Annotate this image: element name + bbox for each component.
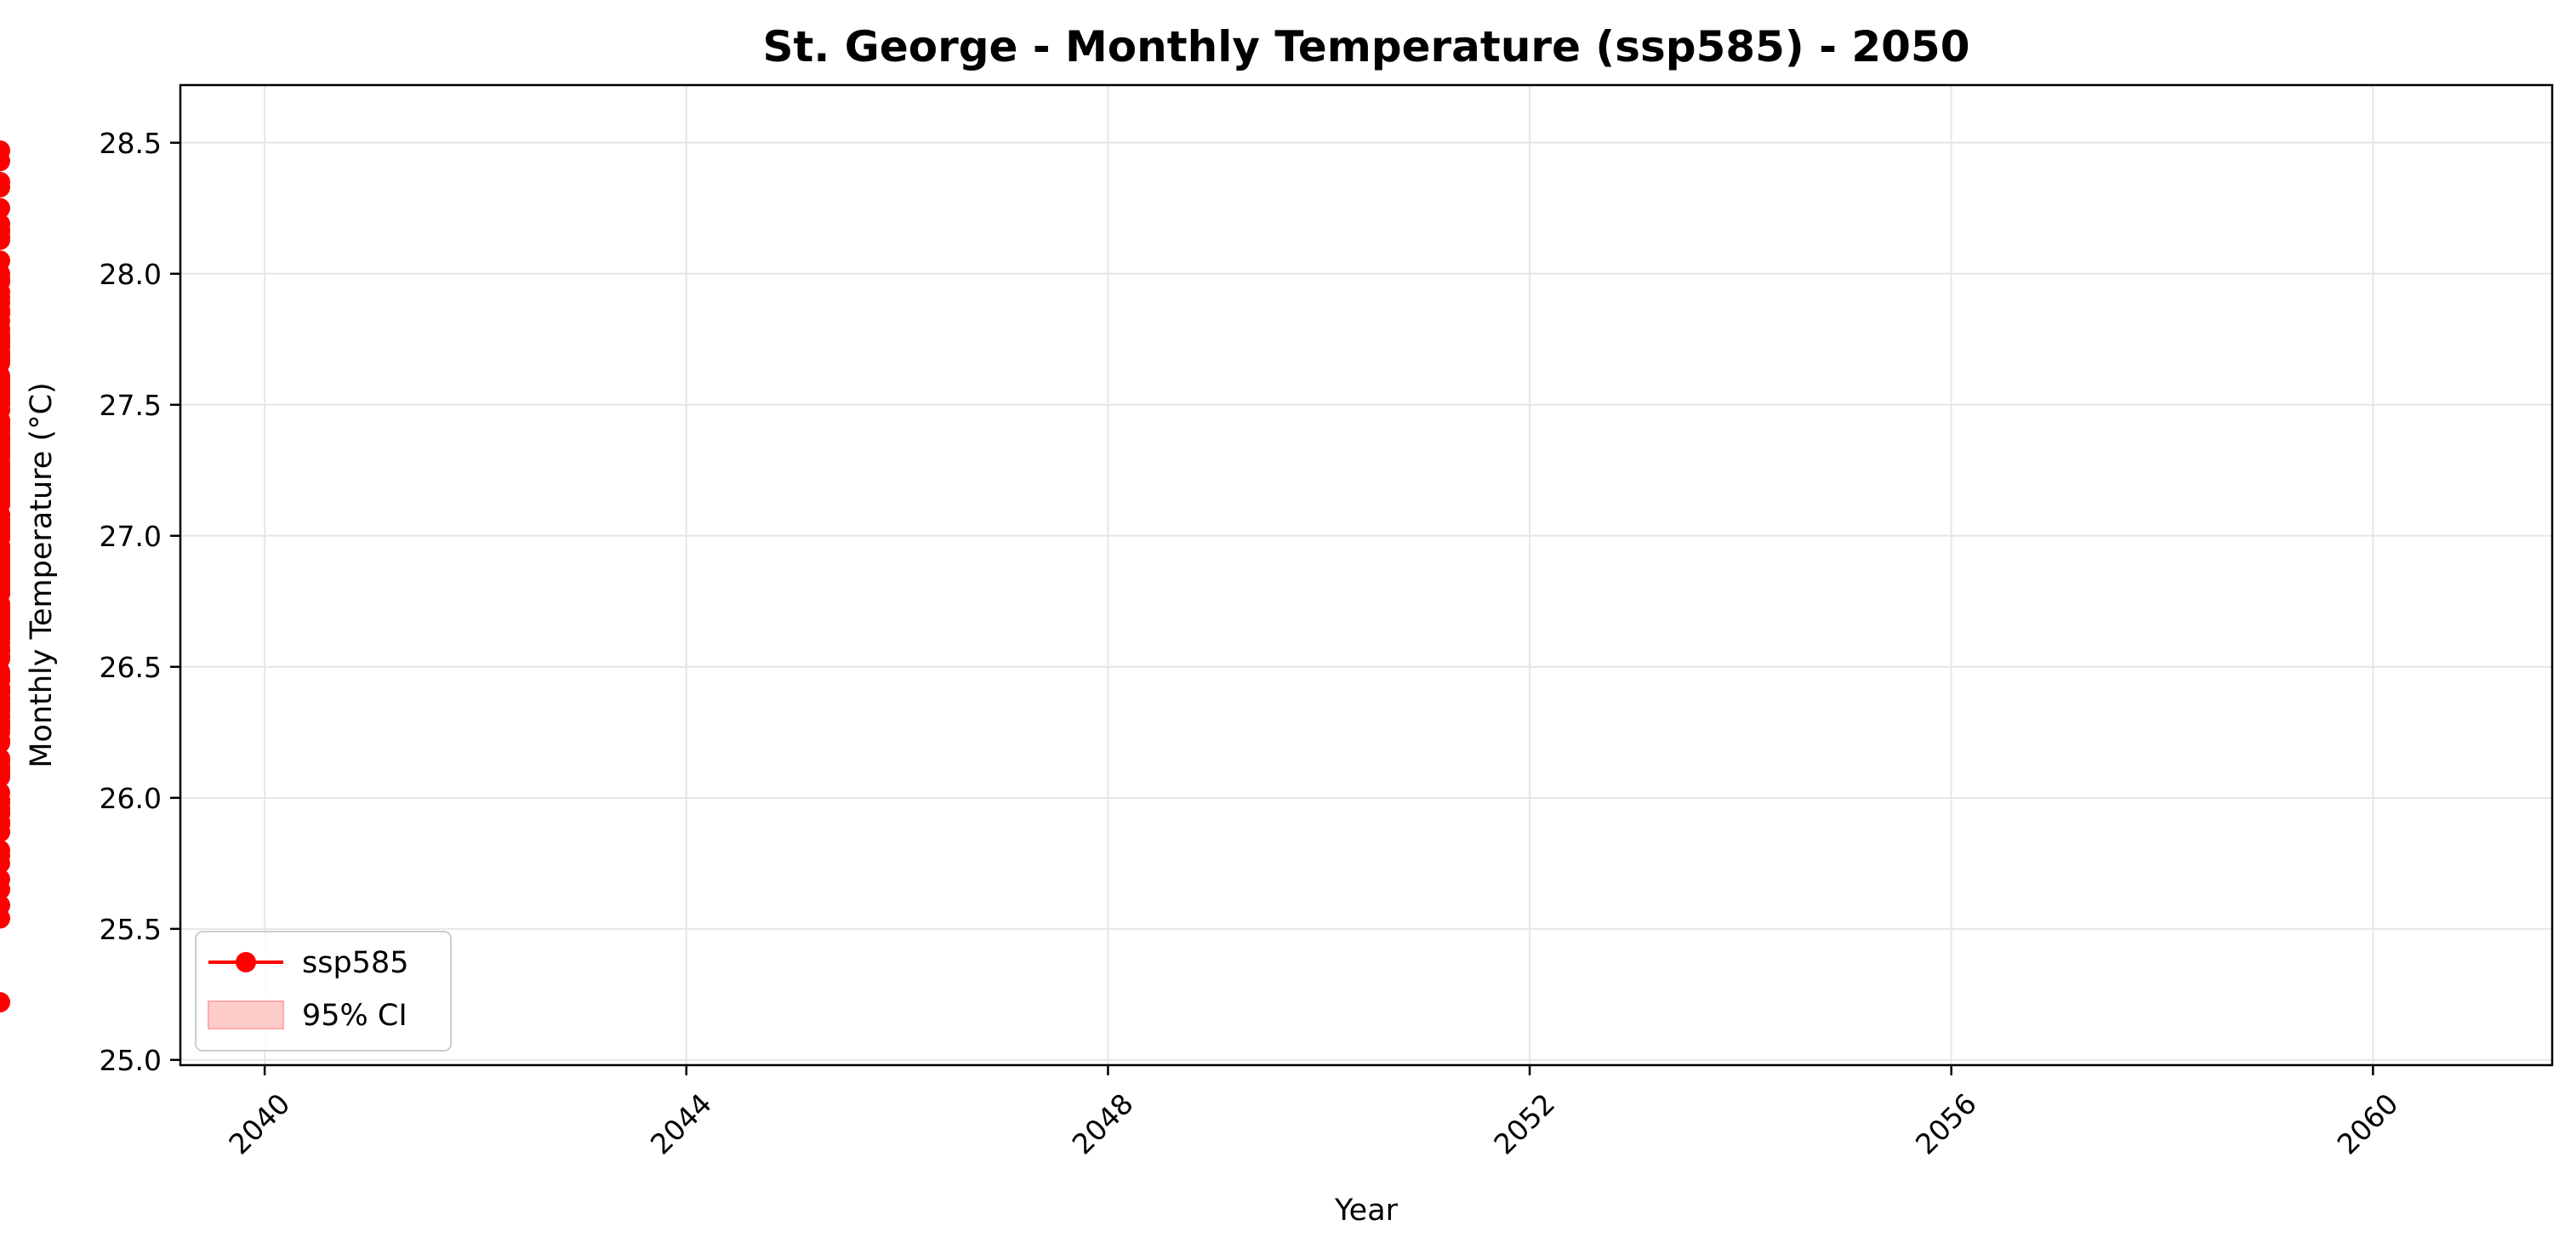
legend-label-ci: 95% CI bbox=[302, 999, 407, 1033]
data-point bbox=[0, 845, 10, 866]
legend-ci-swatch bbox=[208, 1000, 284, 1029]
legend: ssp585 95% CI bbox=[195, 931, 452, 1052]
data-point bbox=[0, 140, 10, 162]
data-point bbox=[0, 992, 10, 1013]
data-point bbox=[0, 596, 10, 617]
data-point bbox=[0, 811, 10, 832]
data-point bbox=[0, 782, 10, 803]
y-tick-label: 27.5 bbox=[100, 389, 162, 422]
data-point bbox=[0, 229, 10, 250]
y-tick-label: 25.0 bbox=[100, 1044, 162, 1077]
grid bbox=[180, 85, 2552, 1065]
data-point bbox=[0, 664, 10, 686]
legend-label-series: ssp585 bbox=[302, 946, 409, 980]
plot-area-frame bbox=[179, 83, 2554, 1067]
data-point bbox=[0, 510, 10, 531]
series-markers bbox=[0, 140, 10, 1013]
data-point bbox=[0, 177, 10, 198]
x-axis-label: Year bbox=[1334, 1194, 1399, 1228]
data-point bbox=[0, 646, 10, 667]
y-tick-label: 28.0 bbox=[100, 258, 162, 291]
data-point bbox=[0, 580, 10, 601]
data-point bbox=[0, 197, 10, 219]
data-point bbox=[0, 268, 10, 289]
y-tick-label: 27.0 bbox=[100, 520, 162, 553]
data-point bbox=[0, 454, 10, 476]
data-point bbox=[0, 365, 10, 386]
data-point bbox=[0, 478, 10, 499]
y-tick-label: 25.5 bbox=[100, 913, 162, 946]
y-axis-ticks: 25.0 25.5 26.0 26.5 27.0 27.5 28.0 28.5 bbox=[100, 127, 180, 1077]
chart-title: St. George - Monthly Temperature (ssp585… bbox=[762, 22, 1969, 71]
data-point bbox=[0, 430, 10, 452]
y-tick-label: 26.0 bbox=[100, 782, 162, 815]
data-point bbox=[0, 730, 10, 751]
data-point bbox=[0, 342, 10, 363]
legend-marker-swatch bbox=[236, 952, 256, 972]
data-point bbox=[0, 551, 10, 573]
y-tick-label: 28.5 bbox=[100, 127, 162, 160]
data-point bbox=[0, 389, 10, 410]
data-point bbox=[0, 750, 10, 772]
data-point bbox=[0, 622, 10, 643]
data-point bbox=[0, 493, 10, 515]
data-point bbox=[0, 908, 10, 929]
data-point bbox=[0, 415, 10, 436]
data-point bbox=[0, 869, 10, 890]
data-point bbox=[0, 687, 10, 709]
y-axis-label: Monthly Temperature (°C) bbox=[25, 382, 59, 767]
data-point bbox=[0, 292, 10, 313]
y-tick-label: 26.5 bbox=[100, 651, 162, 684]
